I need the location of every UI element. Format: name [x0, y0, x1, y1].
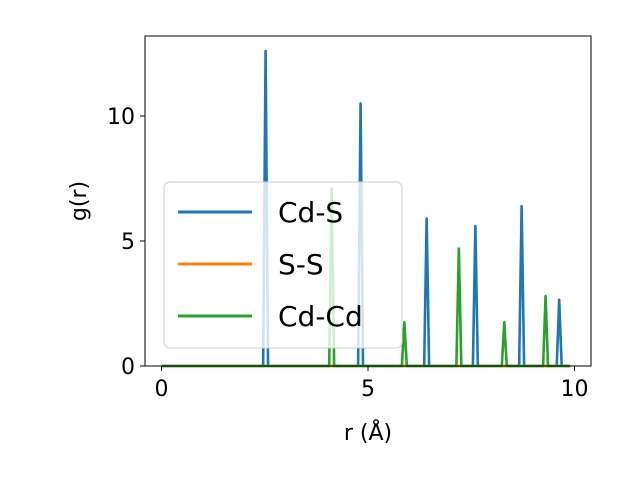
- legend-box: [163, 181, 403, 349]
- y-tick-label: 10: [107, 105, 135, 130]
- legend-label: S-S: [278, 248, 324, 281]
- legend: Cd-S S-S Cd-Cd: [163, 181, 403, 349]
- x-tick-label: 0: [155, 377, 169, 402]
- x-axis-label: r (Å): [344, 419, 392, 446]
- legend-label: Cd-S: [278, 196, 343, 229]
- y-axis-label: g(r): [67, 181, 92, 221]
- y-tick-label: 5: [121, 230, 135, 255]
- y-tick-label: 0: [121, 355, 135, 380]
- x-tick-label: 10: [560, 377, 588, 402]
- ticks-layer: 0 5 10 0 5 10: [107, 105, 588, 402]
- legend-label: Cd-Cd: [278, 300, 363, 333]
- x-tick-label: 5: [361, 377, 375, 402]
